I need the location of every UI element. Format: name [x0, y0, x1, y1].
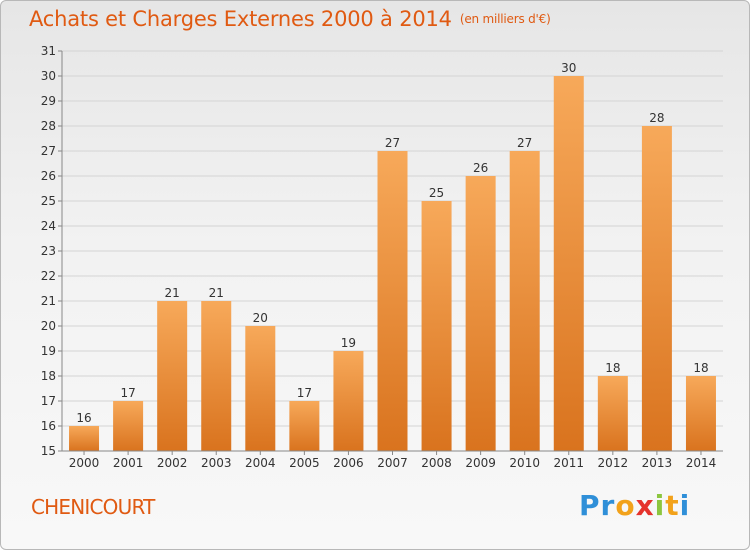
- x-tick-label-2005: 2005: [289, 456, 320, 470]
- data-label-2012: 18: [605, 361, 620, 375]
- bar-2001: [113, 401, 144, 451]
- x-tick-label-2011: 2011: [553, 456, 584, 470]
- x-tick-label-2010: 2010: [509, 456, 540, 470]
- data-label-2005: 17: [297, 386, 312, 400]
- commune-name: CHENICOURT: [31, 495, 155, 519]
- data-label-2004: 20: [253, 311, 268, 325]
- x-tick-label-2012: 2012: [598, 456, 629, 470]
- x-tick-label-2013: 2013: [642, 456, 673, 470]
- y-tick-label: 18: [41, 369, 56, 383]
- logo-letter: i: [654, 489, 666, 522]
- x-tick-label-2007: 2007: [377, 456, 408, 470]
- bar-2000: [69, 426, 100, 451]
- logo-letter: r: [600, 489, 616, 522]
- y-tick-label: 27: [41, 144, 56, 158]
- x-tick-label-2001: 2001: [113, 456, 144, 470]
- y-tick-label: 25: [41, 194, 56, 208]
- x-tick-label-2002: 2002: [157, 456, 188, 470]
- bar-2011: [553, 76, 584, 451]
- bar-2012: [597, 376, 628, 451]
- chart-unit: (en milliers d'€): [459, 12, 551, 26]
- y-tick-label: 20: [41, 319, 56, 333]
- data-label-2003: 21: [209, 286, 224, 300]
- labels: 15 16 17 18 19 20 21 22 23 24 25 26 27 28 29 30 31 16 2000…: [41, 44, 717, 470]
- axes: [58, 50, 723, 455]
- data-label-2009: 26: [473, 161, 488, 175]
- y-tick-label: 26: [41, 169, 56, 183]
- bar-2006: [333, 351, 364, 451]
- y-tick-label: 29: [41, 94, 56, 108]
- data-label-2006: 19: [341, 336, 356, 350]
- bar-2008: [421, 201, 452, 451]
- bar-2009: [465, 176, 496, 451]
- proxiti-logo: Proxiti: [579, 489, 690, 522]
- data-label-2008: 25: [429, 186, 444, 200]
- logo-letter: P: [579, 489, 601, 522]
- data-label-2001: 17: [120, 386, 135, 400]
- chart-title: Achats et Charges Externes 2000 à 2014 (e…: [29, 7, 551, 31]
- x-tick-label-2004: 2004: [245, 456, 276, 470]
- data-label-2010: 27: [517, 136, 532, 150]
- x-tick-label-2000: 2000: [69, 456, 100, 470]
- y-tick-label: 16: [41, 419, 56, 433]
- y-tick-label: 19: [41, 344, 56, 358]
- y-tick-label: 21: [41, 294, 56, 308]
- bar-2013: [641, 126, 672, 451]
- data-label-2000: 16: [76, 411, 91, 425]
- x-tick-label-2006: 2006: [333, 456, 364, 470]
- bar-2004: [245, 326, 276, 451]
- x-tick-label-2003: 2003: [201, 456, 232, 470]
- logo-letter: t: [665, 489, 680, 522]
- bar-2002: [157, 301, 188, 451]
- x-tick-label-2009: 2009: [465, 456, 496, 470]
- logo-letter: o: [615, 489, 636, 522]
- bars: [69, 76, 716, 451]
- logo-letter: i: [679, 489, 691, 522]
- data-label-2014: 18: [693, 361, 708, 375]
- y-tick-label: 23: [41, 244, 56, 258]
- logo-letter: x: [635, 489, 655, 522]
- y-tick-label: 30: [41, 69, 56, 83]
- bar-2007: [377, 151, 408, 451]
- data-label-2002: 21: [165, 286, 180, 300]
- x-tick-label-2008: 2008: [421, 456, 452, 470]
- bar-2014: [685, 376, 716, 451]
- bar-2010: [509, 151, 540, 451]
- y-tick-label: 28: [41, 119, 56, 133]
- y-tick-label: 22: [41, 269, 56, 283]
- x-tick-label-2014: 2014: [686, 456, 717, 470]
- y-tick-label: 24: [41, 219, 56, 233]
- data-label-2013: 28: [649, 111, 664, 125]
- y-tick-label: 31: [41, 44, 56, 58]
- y-tick-label: 15: [41, 444, 56, 458]
- bar-2003: [201, 301, 232, 451]
- data-label-2011: 30: [561, 61, 576, 75]
- bar-2005: [289, 401, 320, 451]
- y-tick-label: 17: [41, 394, 56, 408]
- data-label-2007: 27: [385, 136, 400, 150]
- chart-title-text: Achats et Charges Externes 2000 à 2014: [29, 7, 452, 31]
